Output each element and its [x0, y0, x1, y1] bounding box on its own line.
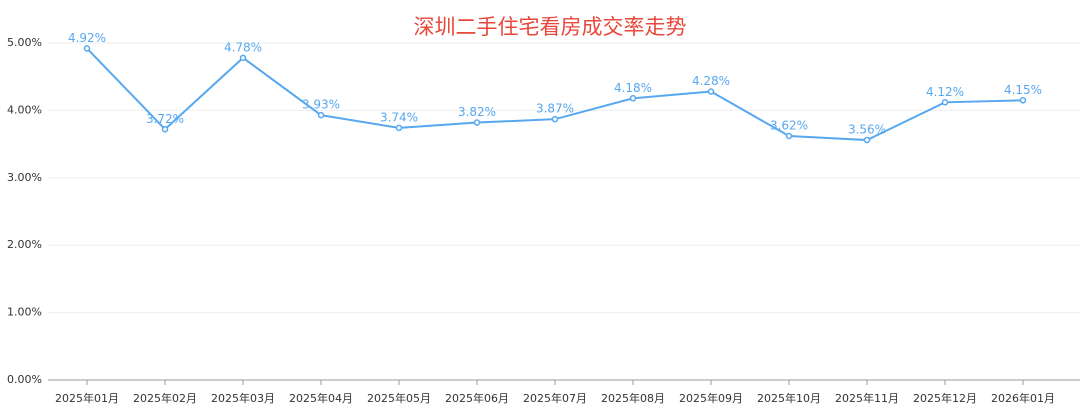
x-tick-label: 2025年02月 [133, 391, 197, 405]
data-label: 3.87% [536, 102, 574, 116]
point [317, 111, 325, 119]
point [239, 54, 247, 62]
x-tick-label: 2025年07月 [523, 391, 587, 405]
data-label: 4.15% [1004, 83, 1042, 97]
data-label: 3.82% [458, 105, 496, 119]
point [785, 132, 793, 140]
point [863, 136, 871, 144]
point [161, 126, 169, 133]
x-tick-label: 2025年10月 [757, 391, 821, 405]
y-tick-label: 5.00% [7, 36, 42, 49]
data-label: 4.12% [926, 85, 964, 99]
x-tick-label: 2025年08月 [601, 391, 665, 405]
data-label: 4.18% [614, 81, 652, 95]
data-label: 4.92% [68, 31, 106, 45]
point [83, 45, 91, 52]
point [1019, 97, 1027, 104]
data-label: 3.56% [848, 123, 886, 137]
y-tick-label: 1.00% [7, 306, 42, 319]
point [629, 95, 637, 102]
data-label: 4.78% [224, 40, 262, 54]
point [473, 119, 481, 126]
x-tick-label: 2026年01月 [991, 391, 1055, 405]
data-label: 4.28% [692, 74, 730, 88]
point [551, 115, 559, 123]
chart-title: 深圳二手住宅看房成交率走势 [414, 15, 687, 39]
y-tick-label: 3.00% [7, 171, 42, 184]
point [941, 99, 949, 106]
data-label: 3.93% [302, 98, 340, 112]
x-tick-label: 2025年03月 [211, 391, 275, 405]
data-label: 3.74% [380, 110, 418, 124]
y-tick-label: 4.00% [7, 103, 42, 116]
x-tick-label: 2025年01月 [55, 391, 119, 405]
x-tick-label: 2025年12月 [913, 391, 977, 405]
x-tick-label: 2025年06月 [445, 391, 509, 405]
data-label: 3.72% [146, 112, 184, 126]
x-tick-label: 2025年11月 [835, 391, 899, 405]
y-tick-label: 0.00% [7, 373, 42, 386]
point [395, 124, 403, 132]
point [707, 88, 715, 95]
y-tick-label: 2.00% [7, 238, 42, 251]
data-label: 3.62% [770, 119, 808, 133]
x-tick-label: 2025年04月 [289, 391, 353, 405]
x-tick-label: 2025年05月 [367, 391, 431, 405]
x-tick-label: 2025年09月 [679, 391, 743, 405]
